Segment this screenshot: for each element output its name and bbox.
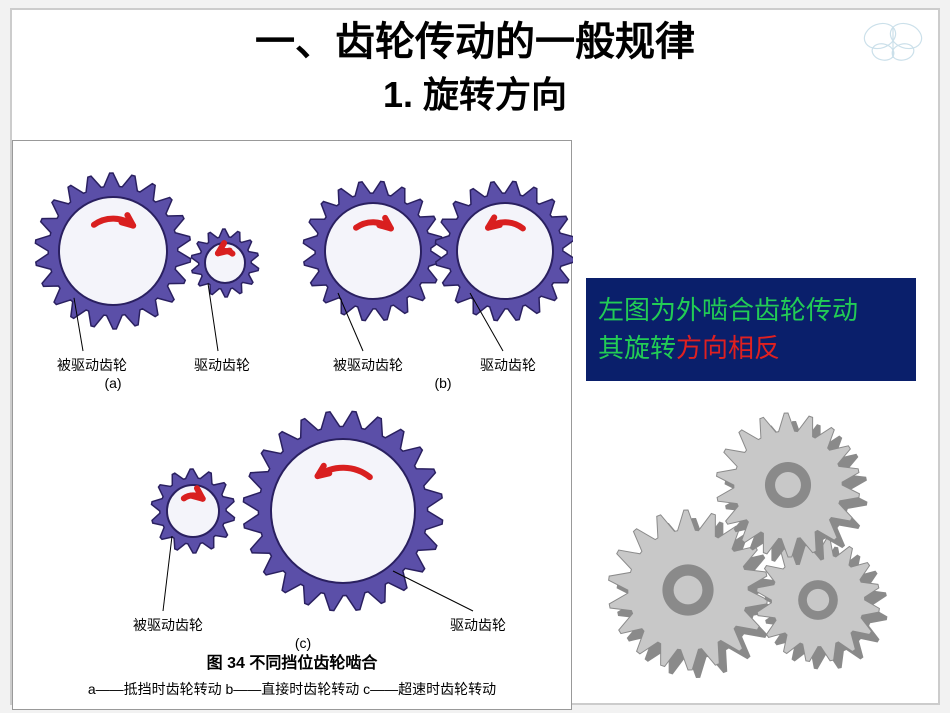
butterfly-decoration (858, 16, 928, 66)
sublabel-b: (b) (423, 375, 463, 391)
sublabel-a: (a) (93, 375, 133, 391)
label-c-driver: 驱动齿轮 (433, 615, 523, 635)
label-a-driver: 驱动齿轮 (177, 355, 267, 375)
callout-line-1: 左图为外啮合齿轮传动 (598, 292, 904, 330)
label-b-driven: 被驱动齿轮 (313, 355, 423, 375)
figure-caption: 图 34 不同挡位齿轮啮合 (13, 649, 571, 673)
callout-line-2b: 方向相反 (676, 333, 780, 363)
slide-title: 一、齿轮传动的一般规律 1. 旋转方向 (12, 10, 938, 119)
callout-line-2a: 其旋转 (598, 333, 676, 363)
title-line-2: 1. 旋转方向 (12, 72, 938, 119)
callout-box: 左图为外啮合齿轮传动 其旋转方向相反 (586, 278, 916, 381)
gear-diagram-panel: 被驱动齿轮 驱动齿轮 (a) 被驱动齿轮 驱动齿轮 (b) 被驱动齿轮 驱动齿轮… (12, 140, 572, 710)
label-c-driven: 被驱动齿轮 (113, 615, 223, 635)
label-a-driven: 被驱动齿轮 (37, 355, 147, 375)
decorative-gray-gears (583, 405, 913, 685)
label-b-driver: 驱动齿轮 (463, 355, 553, 375)
title-line-1: 一、齿轮传动的一般规律 (12, 16, 938, 68)
figure-legend: a——抵挡时齿轮转动 b——直接时齿轮转动 c——超速时齿轮转动 (13, 679, 571, 699)
